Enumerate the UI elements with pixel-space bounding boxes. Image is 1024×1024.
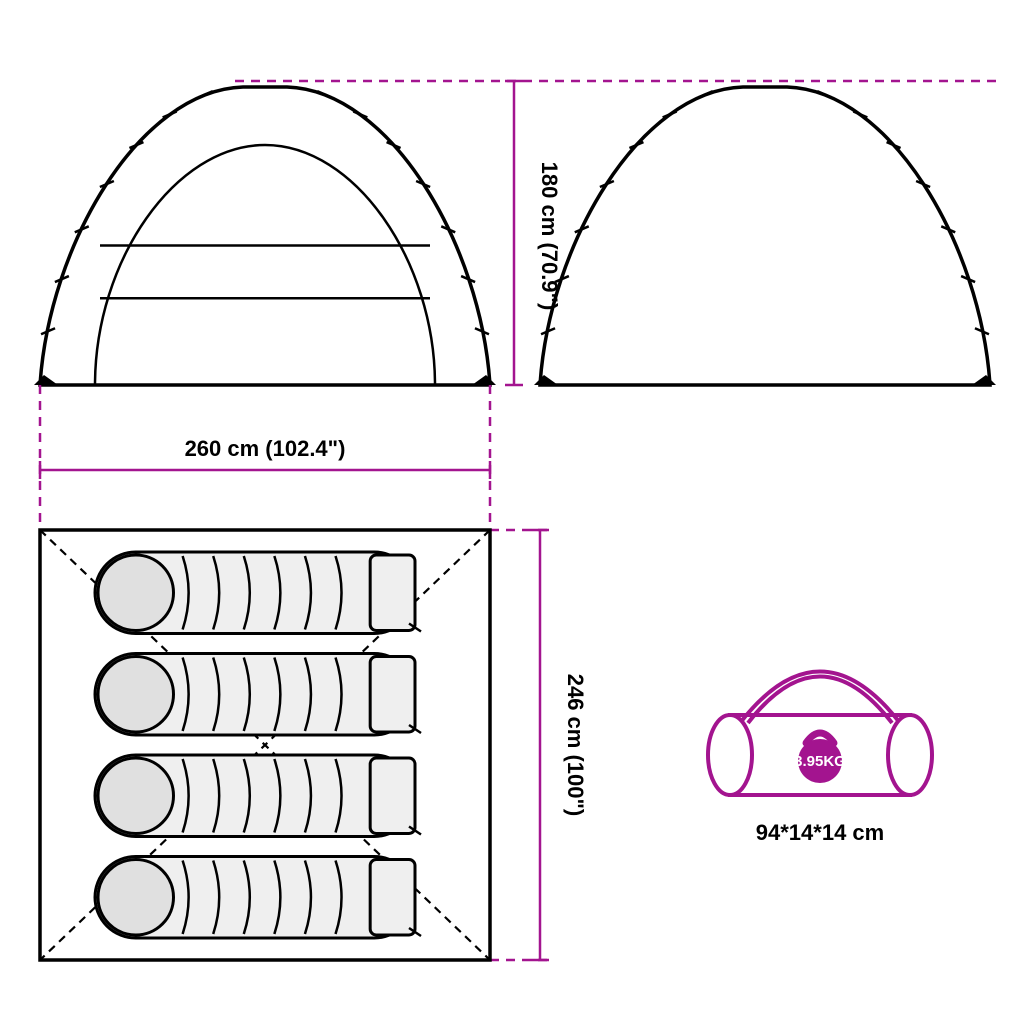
dim-label-height: 180 cm (70.9") (537, 162, 562, 311)
weight-label: 3.95KG (794, 753, 846, 770)
sleeping-bag (95, 552, 421, 634)
stake-foot (972, 375, 996, 385)
dim-label-width: 260 cm (102.4") (185, 436, 346, 461)
dim-label-depth: 246 cm (100") (563, 674, 588, 817)
carry-bag-cap (708, 715, 752, 795)
tent-back-outline (540, 87, 990, 385)
carry-bag-cap (888, 715, 932, 795)
sleeping-bag (95, 857, 421, 939)
tent-front-outline (40, 87, 490, 385)
stake-foot (34, 375, 58, 385)
tent-spec-diagram: 180 cm (70.9") 260 cm (102.4") 246 cm (100… (0, 0, 1024, 1024)
carry-bag-size: 94*14*14 cm (756, 820, 884, 845)
stake-foot (472, 375, 496, 385)
sleeping-bag (95, 654, 421, 736)
stake-foot (534, 375, 558, 385)
tent-front-door (95, 145, 435, 385)
sleeping-bag (95, 755, 421, 837)
